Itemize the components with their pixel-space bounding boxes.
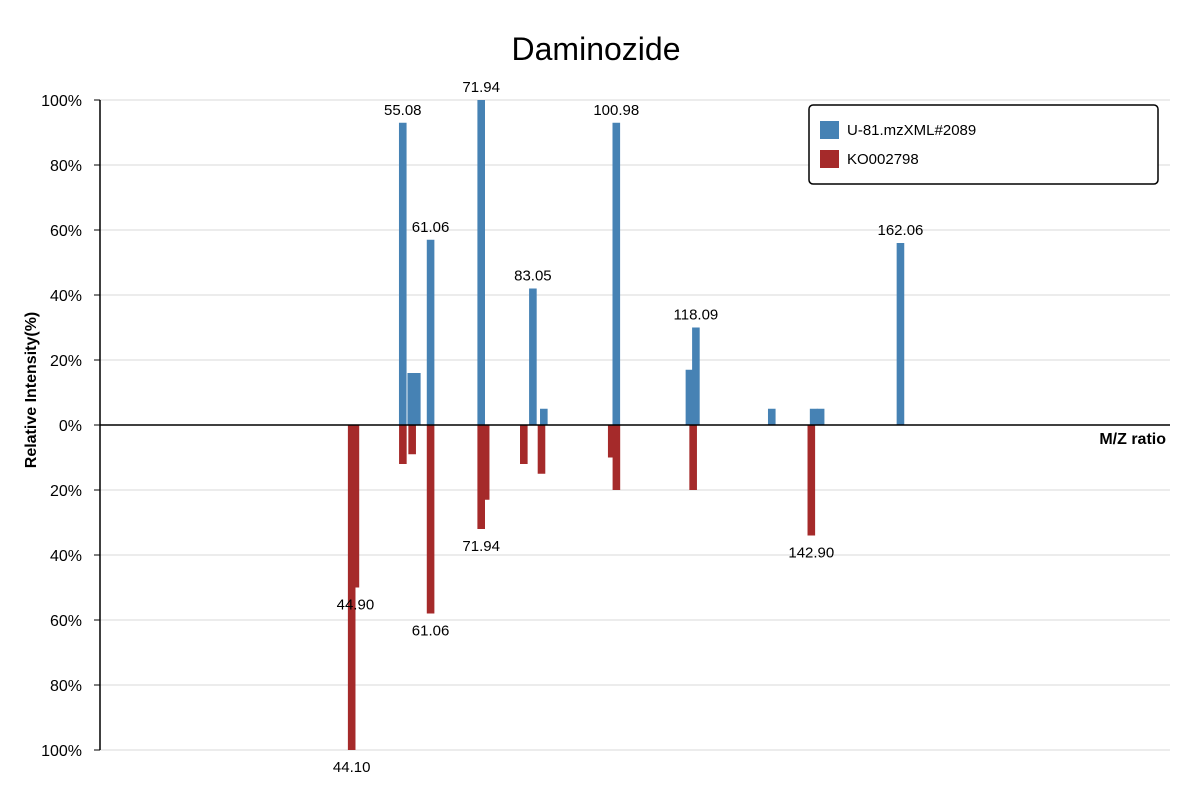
peak-bar: [685, 369, 694, 425]
y-tick-label: 20%: [50, 353, 82, 370]
peak-bar: [398, 122, 407, 425]
peak-bar: [407, 373, 416, 425]
y-axis-ticks: 100% 80% 60% 40% 20% 0% 20% 40% 60% 80% 100%: [41, 93, 100, 760]
peak-bar: [426, 239, 435, 425]
y-tick-label: 60%: [50, 223, 82, 240]
peak-label: 118.09: [674, 307, 719, 324]
chart-title: Daminozide: [512, 31, 681, 67]
y-tick-label: 0%: [59, 418, 82, 435]
peak-bar: [767, 408, 776, 425]
legend: U-81.mzXML#2089 KO002798: [808, 104, 1159, 185]
legend-swatch-series-2: [820, 150, 839, 168]
y-tick-label: 100%: [41, 93, 82, 110]
peak-label: 44.10: [333, 759, 371, 776]
peak-label: 71.94: [462, 79, 500, 96]
peak-label: 162.06: [878, 222, 924, 239]
peak-bar: [481, 425, 490, 500]
peak-bar: [689, 425, 697, 490]
peak-bar: [896, 243, 905, 425]
peak-bar: [807, 425, 816, 536]
peak-label: 83.05: [514, 268, 552, 285]
peak-bar: [809, 408, 818, 425]
peak-bar: [612, 425, 621, 490]
y-tick-label: 40%: [50, 548, 82, 565]
peak-bar: [351, 425, 360, 588]
spectrum-peaks: [347, 100, 905, 750]
peak-bar: [520, 425, 528, 464]
y-tick-label: 80%: [50, 678, 82, 695]
peak-bar: [426, 425, 435, 614]
legend-box: [808, 104, 1159, 185]
y-tick-label: 60%: [50, 613, 82, 630]
y-tick-label: 80%: [50, 158, 82, 175]
peak-label: 61.06: [412, 219, 450, 236]
legend-swatch-series-1: [820, 121, 839, 139]
peak-label: 61.06: [412, 623, 450, 640]
peak-bar: [612, 122, 621, 425]
peak-bar: [540, 408, 548, 425]
peak-bar: [537, 425, 546, 474]
legend-label-series-2: KO002798: [847, 151, 919, 168]
peak-bar: [607, 425, 616, 458]
peak-bar: [816, 408, 825, 425]
y-tick-label: 20%: [50, 483, 82, 500]
peak-bar: [477, 425, 485, 529]
peak-bar: [413, 373, 421, 425]
peak-label: 55.08: [384, 102, 422, 119]
peak-bar: [477, 100, 485, 425]
peak-bar: [408, 425, 416, 455]
peak-label: 44.90: [337, 597, 375, 614]
peak-label: 100.98: [593, 102, 639, 119]
y-axis-title: Relative Intensity(%): [23, 312, 40, 468]
peak-label: 71.94: [462, 538, 500, 555]
peak-labels: 55.08 61.06 71.94 83.05 100.98 118.09 162.06 44…: [333, 79, 923, 776]
legend-label-series-1: U-81.mzXML#2089: [847, 122, 976, 139]
y-tick-label: 40%: [50, 288, 82, 305]
x-axis-title: M/Z ratio: [1099, 431, 1166, 448]
peak-bar: [399, 425, 407, 464]
peak-bar: [692, 327, 700, 425]
y-tick-label: 100%: [41, 743, 82, 760]
peak-bar: [529, 288, 537, 425]
peak-label: 142.90: [788, 545, 834, 562]
